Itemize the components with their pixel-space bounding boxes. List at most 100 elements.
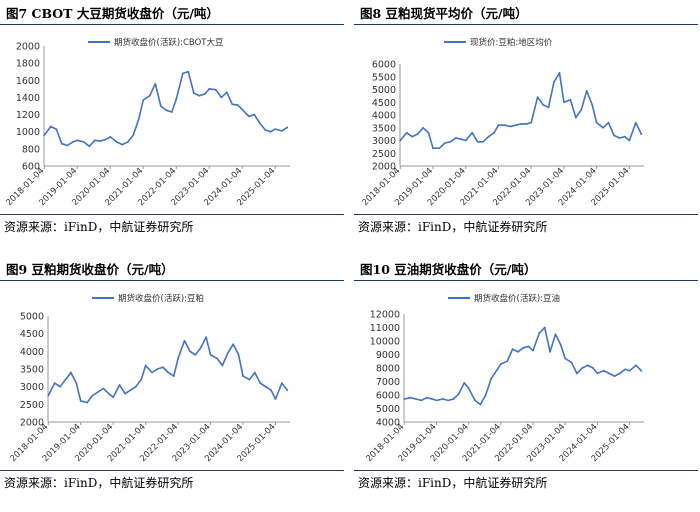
line-chart-soyoil-futures: 4000500060007000800090001000011000120002… [364,293,644,464]
data-point [194,353,197,356]
data-point [55,128,58,131]
data-point [232,343,235,346]
y-tick-label: 1400 [16,93,40,104]
data-point [553,80,555,83]
data-point [520,123,523,125]
y-tick-label: 2500 [372,149,396,160]
data-point [99,140,102,143]
data-point [490,377,492,380]
data-point [209,353,212,356]
y-tick-label: 2500 [20,400,44,411]
data-point [86,401,89,404]
data-point [467,387,470,390]
y-tick-label: 3000 [20,382,44,393]
data-point [59,385,61,388]
data-point [613,375,616,377]
data-point [576,372,578,375]
data-point [198,94,201,97]
data-point [205,336,208,339]
data-point [399,139,402,142]
title-divider [354,280,698,281]
data-point [221,364,224,367]
data-point [602,369,605,372]
data-point [574,116,577,119]
data-point [75,382,78,385]
data-point [624,368,627,371]
data-point [595,121,598,124]
data-point [618,372,621,375]
data-point [270,389,272,392]
y-tick-label: 4000 [372,111,396,122]
data-point [225,91,228,94]
data-point [409,396,412,399]
data-point [449,140,452,143]
y-tick-label: 6000 [372,60,396,71]
data-point [628,369,631,372]
title-divider [0,280,344,281]
data-point [460,138,463,141]
data-point [554,333,557,336]
data-point [569,98,572,101]
data-point [134,385,137,388]
data-point [420,399,423,402]
data-point [269,130,272,133]
data-point [161,366,164,369]
data-point [129,389,132,392]
data-point [177,357,180,360]
data-point [608,372,611,375]
data-point [454,137,457,139]
data-point [280,382,283,385]
y-tick-label: 9000 [376,350,400,361]
data-point [151,371,153,374]
data-point [581,367,584,369]
data-point [635,364,637,367]
data-point [493,131,495,134]
data-point [104,138,107,141]
data-point [527,345,530,348]
data-point [484,394,487,396]
data-point [274,398,277,400]
chart-panel-soymeal-futures: 图9 豆粕期货收盘价（元/吨） 2000 2500 3000 3500 4000 4500… [0,256,344,512]
source-divider [0,470,344,471]
data-point [241,108,244,111]
data-point [495,369,498,372]
series-line [404,326,642,406]
data-point [471,131,474,134]
data-point [435,399,438,402]
y-tick-label: 2000 [16,42,40,53]
data-point [159,105,162,107]
data-point [432,147,434,150]
data-point [220,96,223,99]
data-point [203,93,206,95]
data-point [506,360,509,363]
data-point [422,126,424,129]
title-divider [354,24,698,25]
data-point [280,129,283,132]
data-point [253,371,256,374]
data-point [102,387,105,390]
panel-title: 图8 豆粕现货平均价（元/吨） [360,6,528,21]
data-point [154,82,157,85]
y-tick-label: 4500 [372,98,396,109]
data-point [82,141,85,143]
source-note: 资源来源：iFinD，中航证券研究所 [4,476,194,490]
data-point [183,339,186,342]
data-point [563,101,565,104]
source-divider [354,470,698,471]
y-tick-label: 3500 [372,123,396,134]
source-divider [354,214,698,215]
data-point [411,135,414,138]
data-point [570,361,573,364]
data-point [476,140,479,143]
legend-label: 现货价:豆粕:地区均价 [470,37,553,48]
data-point [148,94,151,97]
data-point [607,121,610,124]
data-point [43,134,46,137]
data-point [140,378,143,381]
y-tick-label: 4000 [20,347,44,358]
y-tick-label: 5000 [20,312,44,323]
data-point [624,135,626,138]
data-point [586,364,589,367]
data-point [142,99,145,101]
data-point [88,145,91,148]
